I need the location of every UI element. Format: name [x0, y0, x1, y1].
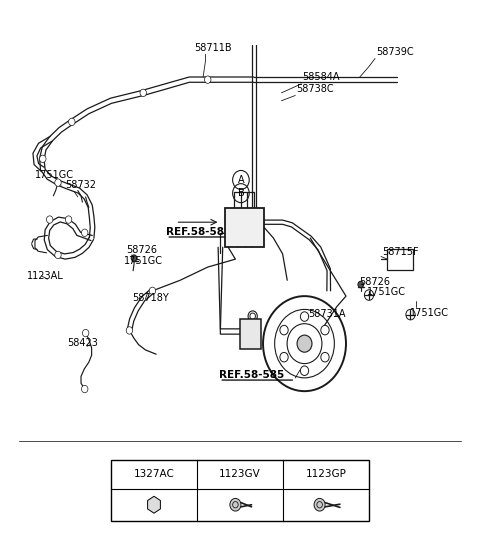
Circle shape — [55, 251, 61, 258]
Circle shape — [248, 311, 257, 321]
Text: 58423: 58423 — [67, 338, 98, 348]
Circle shape — [39, 155, 46, 163]
FancyBboxPatch shape — [225, 208, 264, 248]
Text: 58726: 58726 — [359, 277, 390, 287]
Text: REF.58-585: REF.58-585 — [219, 370, 285, 380]
Circle shape — [69, 118, 75, 125]
Circle shape — [314, 498, 325, 511]
Text: 1123AL: 1123AL — [27, 271, 64, 281]
Circle shape — [47, 216, 53, 223]
Text: 58731A: 58731A — [308, 309, 346, 319]
Circle shape — [151, 501, 157, 509]
Circle shape — [280, 353, 288, 362]
Text: B: B — [238, 188, 244, 198]
Text: 58718Y: 58718Y — [132, 293, 168, 303]
Text: 1751GC: 1751GC — [35, 170, 74, 180]
Text: 1123GV: 1123GV — [219, 469, 261, 480]
Circle shape — [358, 282, 363, 288]
Circle shape — [300, 366, 309, 376]
Text: REF.58-589: REF.58-589 — [166, 227, 231, 237]
Text: 58715F: 58715F — [382, 247, 419, 257]
Circle shape — [230, 498, 241, 511]
Text: 1327AC: 1327AC — [133, 469, 174, 480]
Circle shape — [280, 326, 288, 335]
Text: 58726: 58726 — [126, 245, 157, 255]
Text: 58584A: 58584A — [302, 72, 340, 82]
Circle shape — [65, 216, 72, 223]
Circle shape — [321, 326, 329, 335]
Circle shape — [140, 89, 146, 97]
Circle shape — [82, 386, 88, 393]
Circle shape — [297, 335, 312, 352]
Circle shape — [300, 312, 309, 321]
Text: 1751GC: 1751GC — [367, 287, 406, 297]
FancyBboxPatch shape — [240, 319, 261, 349]
Text: 58739C: 58739C — [376, 47, 414, 57]
Text: 58711B: 58711B — [194, 43, 231, 53]
Text: A: A — [238, 175, 244, 185]
Text: 1123GP: 1123GP — [306, 469, 347, 480]
Circle shape — [82, 229, 88, 236]
Circle shape — [83, 329, 89, 337]
Text: 1751GC: 1751GC — [409, 308, 449, 318]
Text: 58738C: 58738C — [296, 84, 334, 95]
Text: 1751GC: 1751GC — [124, 256, 163, 266]
Circle shape — [55, 179, 61, 186]
Circle shape — [149, 287, 156, 295]
Text: 58732: 58732 — [65, 180, 96, 190]
Polygon shape — [148, 496, 160, 513]
Circle shape — [126, 327, 132, 334]
Circle shape — [204, 76, 211, 84]
Circle shape — [321, 353, 329, 362]
Circle shape — [131, 255, 137, 261]
